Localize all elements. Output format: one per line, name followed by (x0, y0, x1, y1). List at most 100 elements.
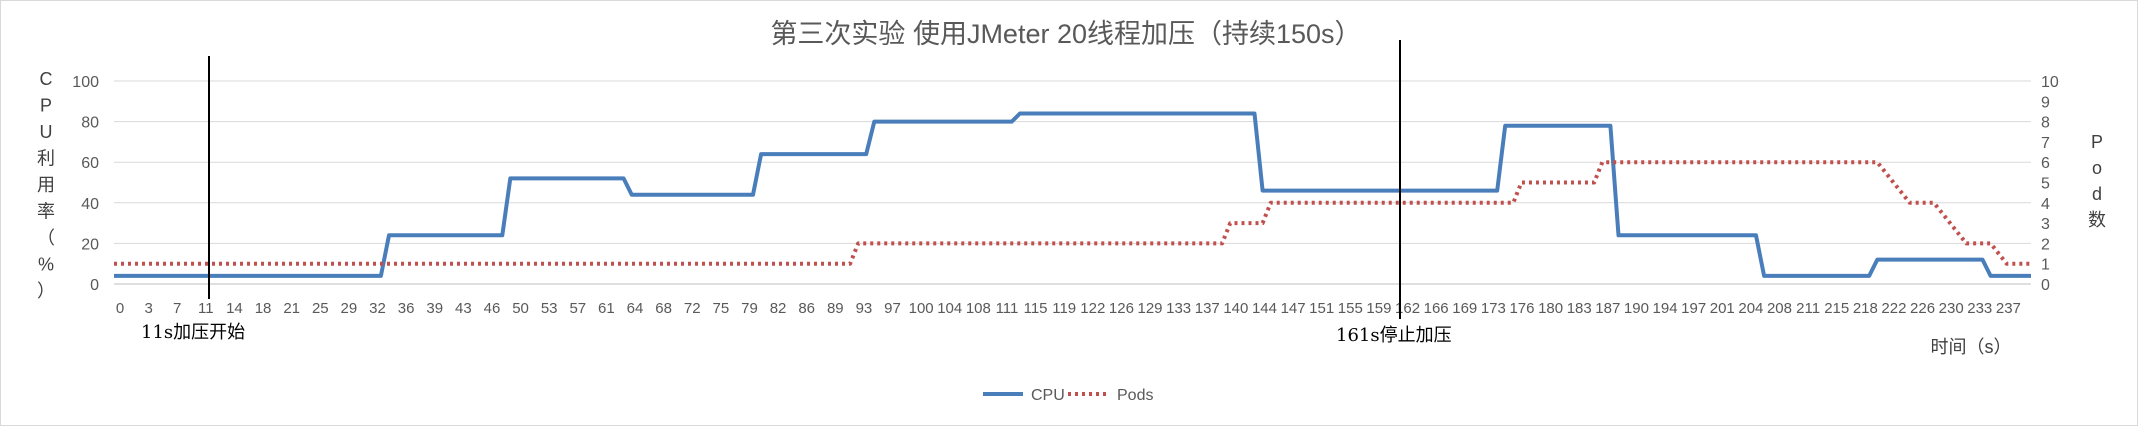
x-tick-label: 53 (541, 300, 558, 317)
annotation-label: 11s加压开始 (141, 322, 245, 343)
chart-title: 第三次实验 使用JMeter 20线程加压（持续150s） (770, 19, 1361, 49)
x-tick-label: 208 (1767, 300, 1792, 317)
x-tick-label: 29 (341, 300, 358, 317)
x-tick-label: 115 (1024, 300, 1048, 317)
x-tick-label: 7 (173, 300, 181, 317)
x-tick-label: 111 (996, 300, 1019, 317)
x-tick-label: 93 (856, 300, 873, 317)
x-tick-label: 39 (426, 300, 443, 317)
series-layer (114, 111, 2031, 278)
x-tick-label: 137 (1195, 300, 1220, 317)
y-right-tick-label: 9 (2041, 94, 2050, 111)
legend: CPU Pods (983, 387, 1153, 404)
x-tick-label: 75 (713, 300, 730, 317)
y-left-tick-label: 100 (72, 74, 99, 91)
x-tick-label: 155 (1338, 300, 1363, 317)
x-axis-label: 时间（s） (1931, 337, 2012, 357)
x-tick-label: 162 (1395, 300, 1420, 317)
x-tick-label: 218 (1853, 300, 1878, 317)
x-tick-label: 0 (116, 300, 124, 317)
x-tick-label: 21 (283, 300, 300, 317)
x-tick-label: 194 (1653, 300, 1678, 317)
x-axis-ticks: 0 3 7 11 14 18 21 25 29 32 36 39 43 46 50 53 57 61 64 68 72 7… (116, 300, 2021, 317)
x-tick-label: 18 (255, 300, 272, 317)
x-tick-label: 140 (1223, 300, 1248, 317)
x-tick-label: 233 (1967, 300, 1992, 317)
x-tick-label: 57 (569, 300, 586, 317)
x-tick-label: 204 (1738, 300, 1763, 317)
x-tick-label: 237 (1996, 300, 2021, 317)
y-axis-left-label: C P U 利用率（%） (37, 69, 55, 301)
x-tick-label: 176 (1509, 300, 1534, 317)
x-tick-label: 3 (144, 300, 152, 317)
x-tick-label: 197 (1681, 300, 1706, 317)
y-left-tick-label: 0 (90, 277, 99, 294)
y-right-tick-label: 8 (2041, 115, 2050, 132)
x-tick-label: 226 (1910, 300, 1935, 317)
y-right-tick-label: 3 (2041, 216, 2050, 233)
x-tick-label: 82 (770, 300, 787, 317)
x-tick-label: 159 (1366, 300, 1391, 317)
x-tick-label: 79 (741, 300, 758, 317)
x-tick-label: 64 (627, 300, 644, 317)
x-tick-label: 126 (1109, 300, 1134, 317)
x-tick-label: 133 (1166, 300, 1191, 317)
x-tick-label: 61 (598, 300, 615, 317)
series-line-cpu (114, 111, 2031, 278)
x-tick-label: 72 (684, 300, 701, 317)
x-tick-label: 190 (1624, 300, 1649, 317)
y-left-tick-label: 40 (81, 196, 99, 213)
x-tick-label: 173 (1481, 300, 1506, 317)
x-tick-label: 180 (1538, 300, 1563, 317)
x-tick-label: 129 (1138, 300, 1163, 317)
series-line-pods (114, 160, 2031, 266)
legend-cpu-label: CPU (1031, 387, 1065, 404)
x-tick-label: 183 (1567, 300, 1592, 317)
x-tick-label: 108 (966, 300, 991, 317)
legend-pods-label: Pods (1117, 387, 1153, 404)
left-axis-ticks: 0 20 40 60 80 100 (72, 74, 99, 294)
y-left-tick-label: 80 (81, 115, 99, 132)
x-tick-label: 211 (1796, 300, 1820, 317)
x-tick-label: 151 (1309, 300, 1334, 317)
x-tick-label: 169 (1452, 300, 1477, 317)
x-tick-label: 104 (937, 300, 962, 317)
x-tick-label: 36 (398, 300, 415, 317)
x-tick-label: 119 (1052, 300, 1076, 317)
x-tick-label: 144 (1252, 300, 1277, 317)
x-tick-label: 97 (884, 300, 901, 317)
x-tick-label: 50 (512, 300, 529, 317)
y-right-tick-label: 4 (2041, 196, 2050, 213)
x-tick-label: 187 (1595, 300, 1620, 317)
y-right-tick-label: 7 (2041, 135, 2050, 152)
x-tick-label: 86 (798, 300, 815, 317)
y-right-tick-label: 1 (2041, 257, 2050, 274)
annotations: 11s加压开始 161s停止加压 (141, 40, 1452, 346)
y-right-tick-label: 10 (2041, 74, 2059, 91)
x-tick-label: 68 (655, 300, 672, 317)
x-tick-label: 14 (226, 300, 243, 317)
y-right-tick-label: 5 (2041, 176, 2050, 193)
y-left-tick-label: 60 (81, 155, 99, 172)
x-tick-label: 11 (198, 300, 214, 317)
x-tick-label: 147 (1281, 300, 1306, 317)
y-right-tick-label: 0 (2041, 277, 2050, 294)
x-tick-label: 89 (827, 300, 844, 317)
annotation-label: 161s停止加压 (1336, 325, 1452, 346)
x-tick-label: 43 (455, 300, 472, 317)
x-tick-label: 32 (369, 300, 386, 317)
x-tick-label: 215 (1824, 300, 1849, 317)
right-axis-ticks: 0 1 2 3 4 5 6 7 8 9 10 (2041, 74, 2059, 294)
x-tick-label: 201 (1710, 300, 1735, 317)
grid-lines (114, 80, 2031, 285)
x-tick-label: 25 (312, 300, 329, 317)
y-left-tick-label: 20 (81, 236, 99, 253)
y-right-tick-label: 6 (2041, 155, 2050, 172)
x-tick-label: 230 (1939, 300, 1964, 317)
x-tick-label: 46 (484, 300, 501, 317)
x-tick-label: 166 (1424, 300, 1449, 317)
x-tick-label: 122 (1080, 300, 1105, 317)
